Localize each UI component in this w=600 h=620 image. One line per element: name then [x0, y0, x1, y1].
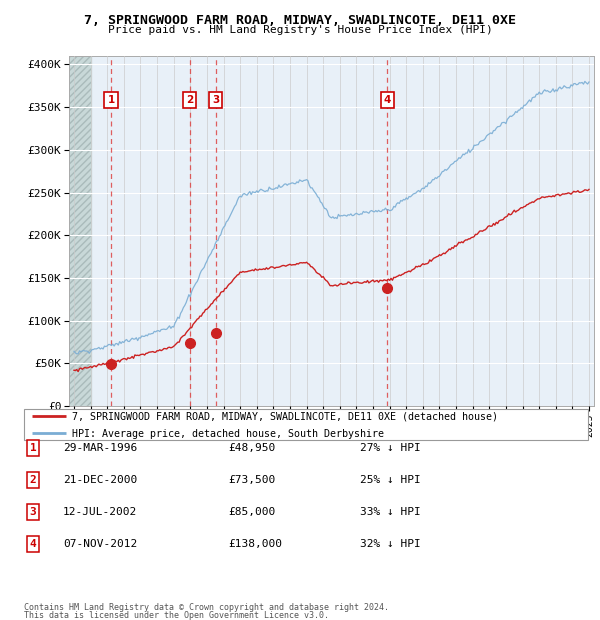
Text: 1: 1 [29, 443, 37, 453]
Text: 25% ↓ HPI: 25% ↓ HPI [360, 475, 421, 485]
Text: 1: 1 [107, 95, 115, 105]
Text: 4: 4 [383, 95, 391, 105]
Text: Contains HM Land Registry data © Crown copyright and database right 2024.: Contains HM Land Registry data © Crown c… [24, 603, 389, 612]
Text: £73,500: £73,500 [228, 475, 275, 485]
Bar [69, 56, 91, 406]
Text: Price paid vs. HM Land Registry's House Price Index (HPI): Price paid vs. HM Land Registry's House … [107, 25, 493, 35]
Text: 12-JUL-2002: 12-JUL-2002 [63, 507, 137, 517]
Text: £85,000: £85,000 [228, 507, 275, 517]
Text: 21-DEC-2000: 21-DEC-2000 [63, 475, 137, 485]
Text: 2: 2 [186, 95, 193, 105]
Text: 7, SPRINGWOOD FARM ROAD, MIDWAY, SWADLINCOTE, DE11 0XE (detached house): 7, SPRINGWOOD FARM ROAD, MIDWAY, SWADLIN… [72, 412, 498, 422]
Text: 3: 3 [29, 507, 37, 517]
Bar [69, 56, 91, 406]
Text: 32% ↓ HPI: 32% ↓ HPI [360, 539, 421, 549]
FancyBboxPatch shape [24, 409, 588, 440]
Text: HPI: Average price, detached house, South Derbyshire: HPI: Average price, detached house, Sout… [72, 429, 384, 439]
Text: 07-NOV-2012: 07-NOV-2012 [63, 539, 137, 549]
Text: This data is licensed under the Open Government Licence v3.0.: This data is licensed under the Open Gov… [24, 611, 329, 620]
Text: 33% ↓ HPI: 33% ↓ HPI [360, 507, 421, 517]
Text: £48,950: £48,950 [228, 443, 275, 453]
Text: 27% ↓ HPI: 27% ↓ HPI [360, 443, 421, 453]
Text: £138,000: £138,000 [228, 539, 282, 549]
Text: 4: 4 [29, 539, 37, 549]
Text: 2: 2 [29, 475, 37, 485]
Text: 7, SPRINGWOOD FARM ROAD, MIDWAY, SWADLINCOTE, DE11 0XE: 7, SPRINGWOOD FARM ROAD, MIDWAY, SWADLIN… [84, 14, 516, 27]
Text: 3: 3 [212, 95, 220, 105]
Text: 29-MAR-1996: 29-MAR-1996 [63, 443, 137, 453]
